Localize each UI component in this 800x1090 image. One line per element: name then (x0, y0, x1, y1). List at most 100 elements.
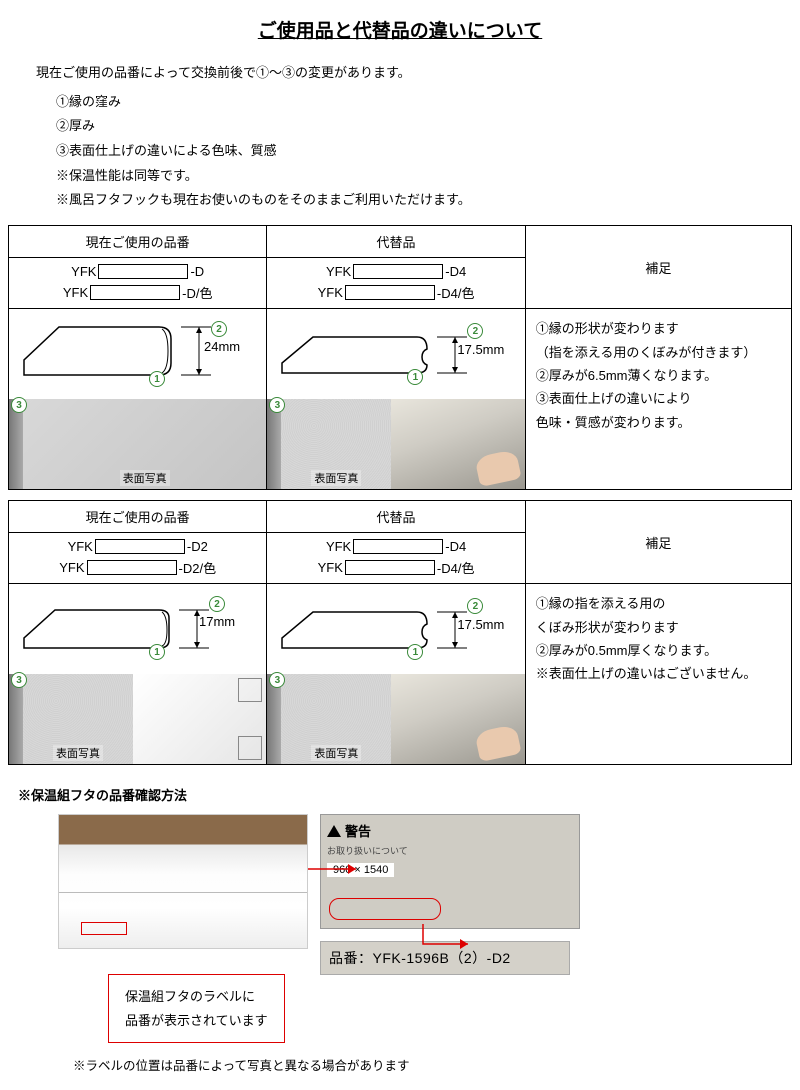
pn-highlight-ring (329, 898, 441, 920)
marker-3: 3 (11, 397, 27, 413)
intro-item: ※風呂フタフックも現在お使いのものをそのままご利用いただけます。 (56, 188, 792, 213)
pn-blank-box (90, 285, 180, 300)
lid-photo (58, 814, 308, 949)
dimension-label: 17.5mm (457, 342, 504, 357)
page-title: ご使用品と代替品の違いについて (8, 16, 792, 43)
note-line: （指を添える用のくぼみが付きます） (536, 341, 781, 364)
diagram-cell-current: 1 2 17mm 3 表面写真 (9, 584, 267, 765)
note-line: ①縁の形状が変わります (536, 317, 781, 340)
photo-label: 表面写真 (311, 745, 361, 761)
callout-line: 保温組フタのラベルに (125, 985, 268, 1008)
corner-photo (133, 674, 266, 764)
col-header-current: 現在ご使用の品番 (9, 501, 267, 533)
pn-blank-box (353, 539, 443, 554)
profile-diagram-current (19, 315, 219, 395)
label-highlight (81, 922, 127, 935)
pn-suffix: -D4/色 (437, 558, 475, 577)
pn-check-title: ※保温組フタの品番確認方法 (18, 785, 782, 804)
intro-lead: 現在ご使用の品番によって交換前後で①～③の変更があります。 (36, 61, 792, 86)
pn-cell-current: YFK -D2 YFK -D2/色 (9, 533, 267, 584)
warning-word: 警告 (345, 821, 371, 840)
document-page: ご使用品と代替品の違いについて 現在ご使用の品番によって交換前後で①～③の変更が… (0, 0, 800, 1090)
pn-suffix: -D2 (187, 539, 208, 554)
intro-item: ①縁の窪み (56, 90, 792, 115)
pn-blank-box (87, 560, 177, 575)
profile-diagram-current (19, 590, 219, 670)
pn-prefix: YFK (318, 560, 343, 575)
note-line: ②厚みが0.5mm厚くなります。 (536, 639, 781, 662)
pn-suffix: -D/色 (182, 283, 212, 302)
arrow-icon (308, 854, 368, 884)
surface-photo: 表面写真 (23, 399, 266, 489)
note-line: くぼみ形状が変わります (536, 616, 781, 639)
notes-cell: ①縁の指を添える用の くぼみ形状が変わります ②厚みが0.5mm厚くなります。 … (525, 584, 791, 765)
pn-prefix: YFK (326, 264, 351, 279)
pn-suffix: -D2/色 (179, 558, 217, 577)
pn-suffix: -D4 (445, 539, 466, 554)
pn-prefix: YFK (326, 539, 351, 554)
note-line: ①縁の指を添える用の (536, 592, 781, 615)
warning-triangle-icon (327, 825, 341, 837)
col-header-replace: 代替品 (267, 226, 525, 258)
intro-item: ③表面仕上げの違いによる色味、質感 (56, 139, 792, 164)
marker-1: 1 (149, 371, 165, 387)
col-header-notes: 補足 (525, 501, 791, 584)
col-header-replace: 代替品 (267, 501, 525, 533)
marker-2: 2 (211, 321, 227, 337)
pn-blank-box (345, 560, 435, 575)
comparison-table-1: 現在ご使用の品番 代替品 補足 YFK -D YFK -D/色 YFK -D4 YFK… (8, 225, 792, 490)
marker-2: 2 (467, 323, 483, 339)
intro-block: 現在ご使用の品番によって交換前後で①～③の変更があります。 ①縁の窪み ②厚み … (8, 61, 792, 213)
marker-2: 2 (209, 596, 225, 612)
profile-diagram-replace (277, 315, 477, 395)
pn-blank-box (95, 539, 185, 554)
pn-prefix: YFK (318, 285, 343, 300)
pn-blank-box (353, 264, 443, 279)
dimension-label: 17.5mm (457, 617, 504, 632)
photo-label: 表面写真 (53, 745, 103, 761)
pn-check-section: ※保温組フタの品番確認方法 警告 お取り扱いについて 960 × 1540 品番… (8, 785, 792, 1074)
pn-prefix: YFK (68, 539, 93, 554)
photo-label: 表面写真 (311, 470, 361, 486)
surface-photo: 表面写真 (281, 399, 391, 489)
diagram-cell-replace: 1 2 17.5mm 3 表面写真 (267, 584, 525, 765)
pn-cell-replace: YFK -D4 YFK -D4/色 (267, 258, 525, 309)
note-line: ※表面仕上げの違いはございません。 (536, 662, 781, 685)
note-line: ②厚みが6.5mm薄くなります。 (536, 364, 781, 387)
arrow-icon (368, 924, 478, 964)
pn-cell-replace: YFK -D4 YFK -D4/色 (267, 533, 525, 584)
pn-blank-box (345, 285, 435, 300)
callout-box: 保温組フタのラベルに 品番が表示されています (108, 974, 285, 1043)
profile-diagram-replace (277, 590, 477, 670)
surface-photo: 表面写真 (281, 674, 391, 764)
footnote: ※ラベルの位置は品番によって写真と異なる場合があります (18, 1055, 782, 1074)
marker-3: 3 (11, 672, 27, 688)
pn-prefix: YFK (71, 264, 96, 279)
intro-item: ※保温性能は同等です。 (56, 164, 792, 189)
note-line: 色味・質感が変わります。 (536, 411, 781, 434)
marker-1: 1 (149, 644, 165, 660)
pn-suffix: -D (190, 264, 204, 279)
grip-photo (391, 399, 524, 489)
callout-line: 品番が表示されています (125, 1009, 268, 1032)
pn-prefix: YFK (63, 285, 88, 300)
notes-cell: ①縁の形状が変わります （指を添える用のくぼみが付きます） ②厚みが6.5mm薄… (525, 309, 791, 490)
pn-prefix: YFK (59, 560, 84, 575)
pn-blank-box (98, 264, 188, 279)
dimension-label: 24mm (204, 339, 240, 354)
col-header-notes: 補足 (525, 226, 791, 309)
comparison-table-2: 現在ご使用の品番 代替品 補足 YFK -D2 YFK -D2/色 YFK -D4 Y… (8, 500, 792, 765)
surface-photo: 表面写真 (23, 674, 133, 764)
pn-suffix: -D4/色 (437, 283, 475, 302)
pn-suffix: -D4 (445, 264, 466, 279)
col-header-current: 現在ご使用の品番 (9, 226, 267, 258)
diagram-cell-replace: 1 2 17.5mm 3 表面写真 (267, 309, 525, 490)
marker-2: 2 (467, 598, 483, 614)
pn-cell-current: YFK -D YFK -D/色 (9, 258, 267, 309)
note-line: ③表面仕上げの違いにより (536, 387, 781, 410)
intro-item: ②厚み (56, 114, 792, 139)
grip-photo (391, 674, 524, 764)
dimension-label: 17mm (199, 614, 235, 629)
diagram-cell-current: 1 2 24mm 3 表面写真 (9, 309, 267, 490)
photo-label: 表面写真 (120, 470, 170, 486)
